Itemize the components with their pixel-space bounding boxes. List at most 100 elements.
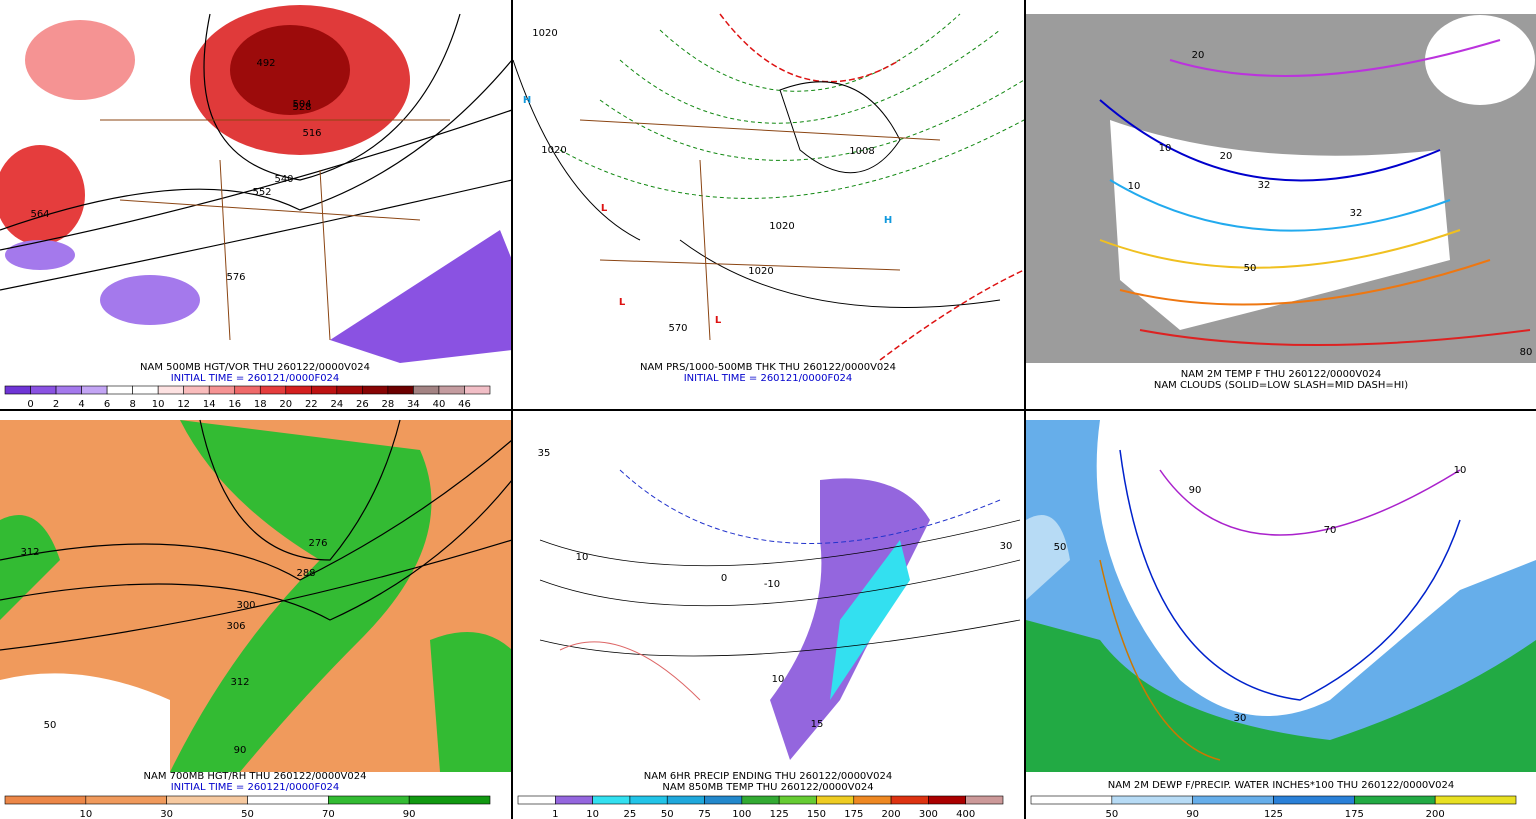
colorbar-label: 8 bbox=[129, 399, 135, 410]
map-label: 10 bbox=[1159, 143, 1172, 154]
colorbar-swatch bbox=[208, 385, 236, 395]
colorbar-swatch bbox=[1192, 795, 1274, 805]
colorbar-label: 50 bbox=[241, 809, 254, 819]
colorbar-swatch bbox=[30, 385, 57, 395]
colorbar-swatch bbox=[311, 385, 338, 395]
map-label: 1020 bbox=[748, 266, 773, 277]
map-label: H bbox=[523, 95, 531, 106]
map-label: 35 bbox=[538, 448, 551, 459]
map-label: 50 bbox=[44, 720, 57, 731]
map-label: L bbox=[619, 297, 626, 308]
colorbar-swatch bbox=[629, 795, 668, 805]
map-label: 32 bbox=[1258, 180, 1271, 191]
colorbar-swatch bbox=[741, 795, 780, 805]
colorbar-swatch bbox=[778, 795, 817, 805]
map-label: 10 bbox=[1128, 181, 1141, 192]
colorbar-label: 28 bbox=[382, 399, 395, 410]
colorbar-label: 200 bbox=[882, 809, 901, 819]
map-label: 504 bbox=[292, 99, 311, 110]
map-label: 564 bbox=[30, 209, 49, 220]
colorbar-swatch bbox=[183, 385, 210, 395]
colorbar-label: 175 bbox=[1345, 809, 1364, 819]
panel-caption: NAM 2M TEMP F THU 260122/0000V024 bbox=[1181, 369, 1382, 380]
colorbar-swatch bbox=[704, 795, 743, 805]
map-label: 1008 bbox=[849, 146, 874, 157]
map-label: 20 bbox=[1192, 50, 1205, 61]
map-label: 312 bbox=[20, 547, 39, 558]
map-label: L bbox=[715, 315, 722, 326]
colorbar-label: 6 bbox=[104, 399, 110, 410]
map-precip bbox=[513, 420, 1024, 772]
map-pressure bbox=[512, 13, 1025, 363]
colorbar-swatch bbox=[285, 385, 312, 395]
colorbar-swatch bbox=[247, 795, 329, 805]
panel-caption: NAM 700MB HGT/RH THU 260122/0000V024 bbox=[144, 771, 367, 782]
map-label: 10 bbox=[772, 674, 785, 685]
panel-caption: NAM 850MB TEMP THU 260122/0000V024 bbox=[662, 782, 873, 793]
colorbar-swatch bbox=[259, 385, 287, 395]
colorbar-label: 1 bbox=[552, 809, 558, 819]
map-label: 528 bbox=[292, 102, 311, 113]
colorbar-label: 0 bbox=[27, 399, 33, 410]
colorbar-swatch bbox=[328, 795, 410, 805]
colorbar-swatch bbox=[413, 385, 440, 395]
map-label: 30 bbox=[1000, 541, 1013, 552]
colorbar-label: 10 bbox=[79, 809, 92, 819]
colorbar-swatch bbox=[106, 385, 133, 395]
map-label: -10 bbox=[764, 579, 780, 590]
colorbar-swatch bbox=[362, 385, 389, 395]
colorbar-swatch bbox=[555, 795, 593, 805]
colorbar-label: 200 bbox=[1426, 809, 1445, 819]
map-label: 576 bbox=[226, 272, 245, 283]
colorbar-swatch bbox=[132, 385, 159, 395]
colorbar-swatch bbox=[890, 795, 929, 805]
map-label: 15 bbox=[811, 719, 824, 730]
map-2m-temp bbox=[1026, 14, 1536, 363]
panel-caption: NAM PRS/1000-500MB THK THU 260122/0000V0… bbox=[640, 362, 896, 373]
colorbar-label: 40 bbox=[433, 399, 446, 410]
colorbar-label: 50 bbox=[661, 809, 674, 819]
colorbar-swatch bbox=[81, 385, 108, 395]
map-label: 32 bbox=[1350, 208, 1363, 219]
panel-caption: NAM 2M DEWP F/PRECIP. WATER INCHES*100 T… bbox=[1108, 780, 1454, 791]
map-label: 540 bbox=[274, 174, 293, 185]
colorbar-label: 400 bbox=[956, 809, 975, 819]
colorbar-label: 26 bbox=[356, 399, 369, 410]
map-label: 570 bbox=[668, 323, 687, 334]
colorbar-swatch bbox=[408, 795, 491, 805]
map-label: 300 bbox=[236, 600, 255, 611]
colorbar-label: 75 bbox=[698, 809, 711, 819]
colorbar-swatch bbox=[336, 385, 363, 395]
map-label: 90 bbox=[1189, 485, 1202, 496]
colorbar-swatch bbox=[4, 385, 31, 395]
map-label: 50 bbox=[1244, 263, 1257, 274]
colorbar-label: 90 bbox=[403, 809, 416, 819]
map-700mb bbox=[0, 419, 513, 772]
colorbar-swatch bbox=[166, 795, 248, 805]
colorbar-label: 90 bbox=[1186, 809, 1199, 819]
map-label: H bbox=[884, 215, 892, 226]
colorbar-swatch bbox=[853, 795, 892, 805]
map-dewpoint bbox=[1026, 420, 1536, 772]
colorbar-label: 2 bbox=[53, 399, 59, 410]
colorbar-label: 300 bbox=[919, 809, 938, 819]
colorbar-swatch bbox=[387, 385, 414, 395]
map-label: 288 bbox=[296, 568, 315, 579]
colorbar-label: 34 bbox=[407, 399, 420, 410]
panel-caption: INITIAL TIME = 260121/0000F024 bbox=[171, 782, 340, 793]
map-label: 492 bbox=[256, 58, 275, 69]
colorbar-swatch bbox=[592, 795, 631, 805]
colorbar-label: 25 bbox=[624, 809, 637, 819]
map-label: 20 bbox=[1220, 151, 1233, 162]
panel-caption: INITIAL TIME = 260121/0000F024 bbox=[684, 373, 853, 384]
colorbar-label: 46 bbox=[458, 399, 471, 410]
map-label: 30 bbox=[1234, 713, 1247, 724]
colorbar-swatch bbox=[464, 385, 491, 395]
colorbar-swatch bbox=[1030, 795, 1113, 805]
map-label: 50 bbox=[1054, 542, 1067, 553]
colorbar-swatch bbox=[4, 795, 87, 805]
colorbar-swatch bbox=[666, 795, 705, 805]
colorbar-label: 175 bbox=[844, 809, 863, 819]
colorbar-label: 125 bbox=[770, 809, 789, 819]
